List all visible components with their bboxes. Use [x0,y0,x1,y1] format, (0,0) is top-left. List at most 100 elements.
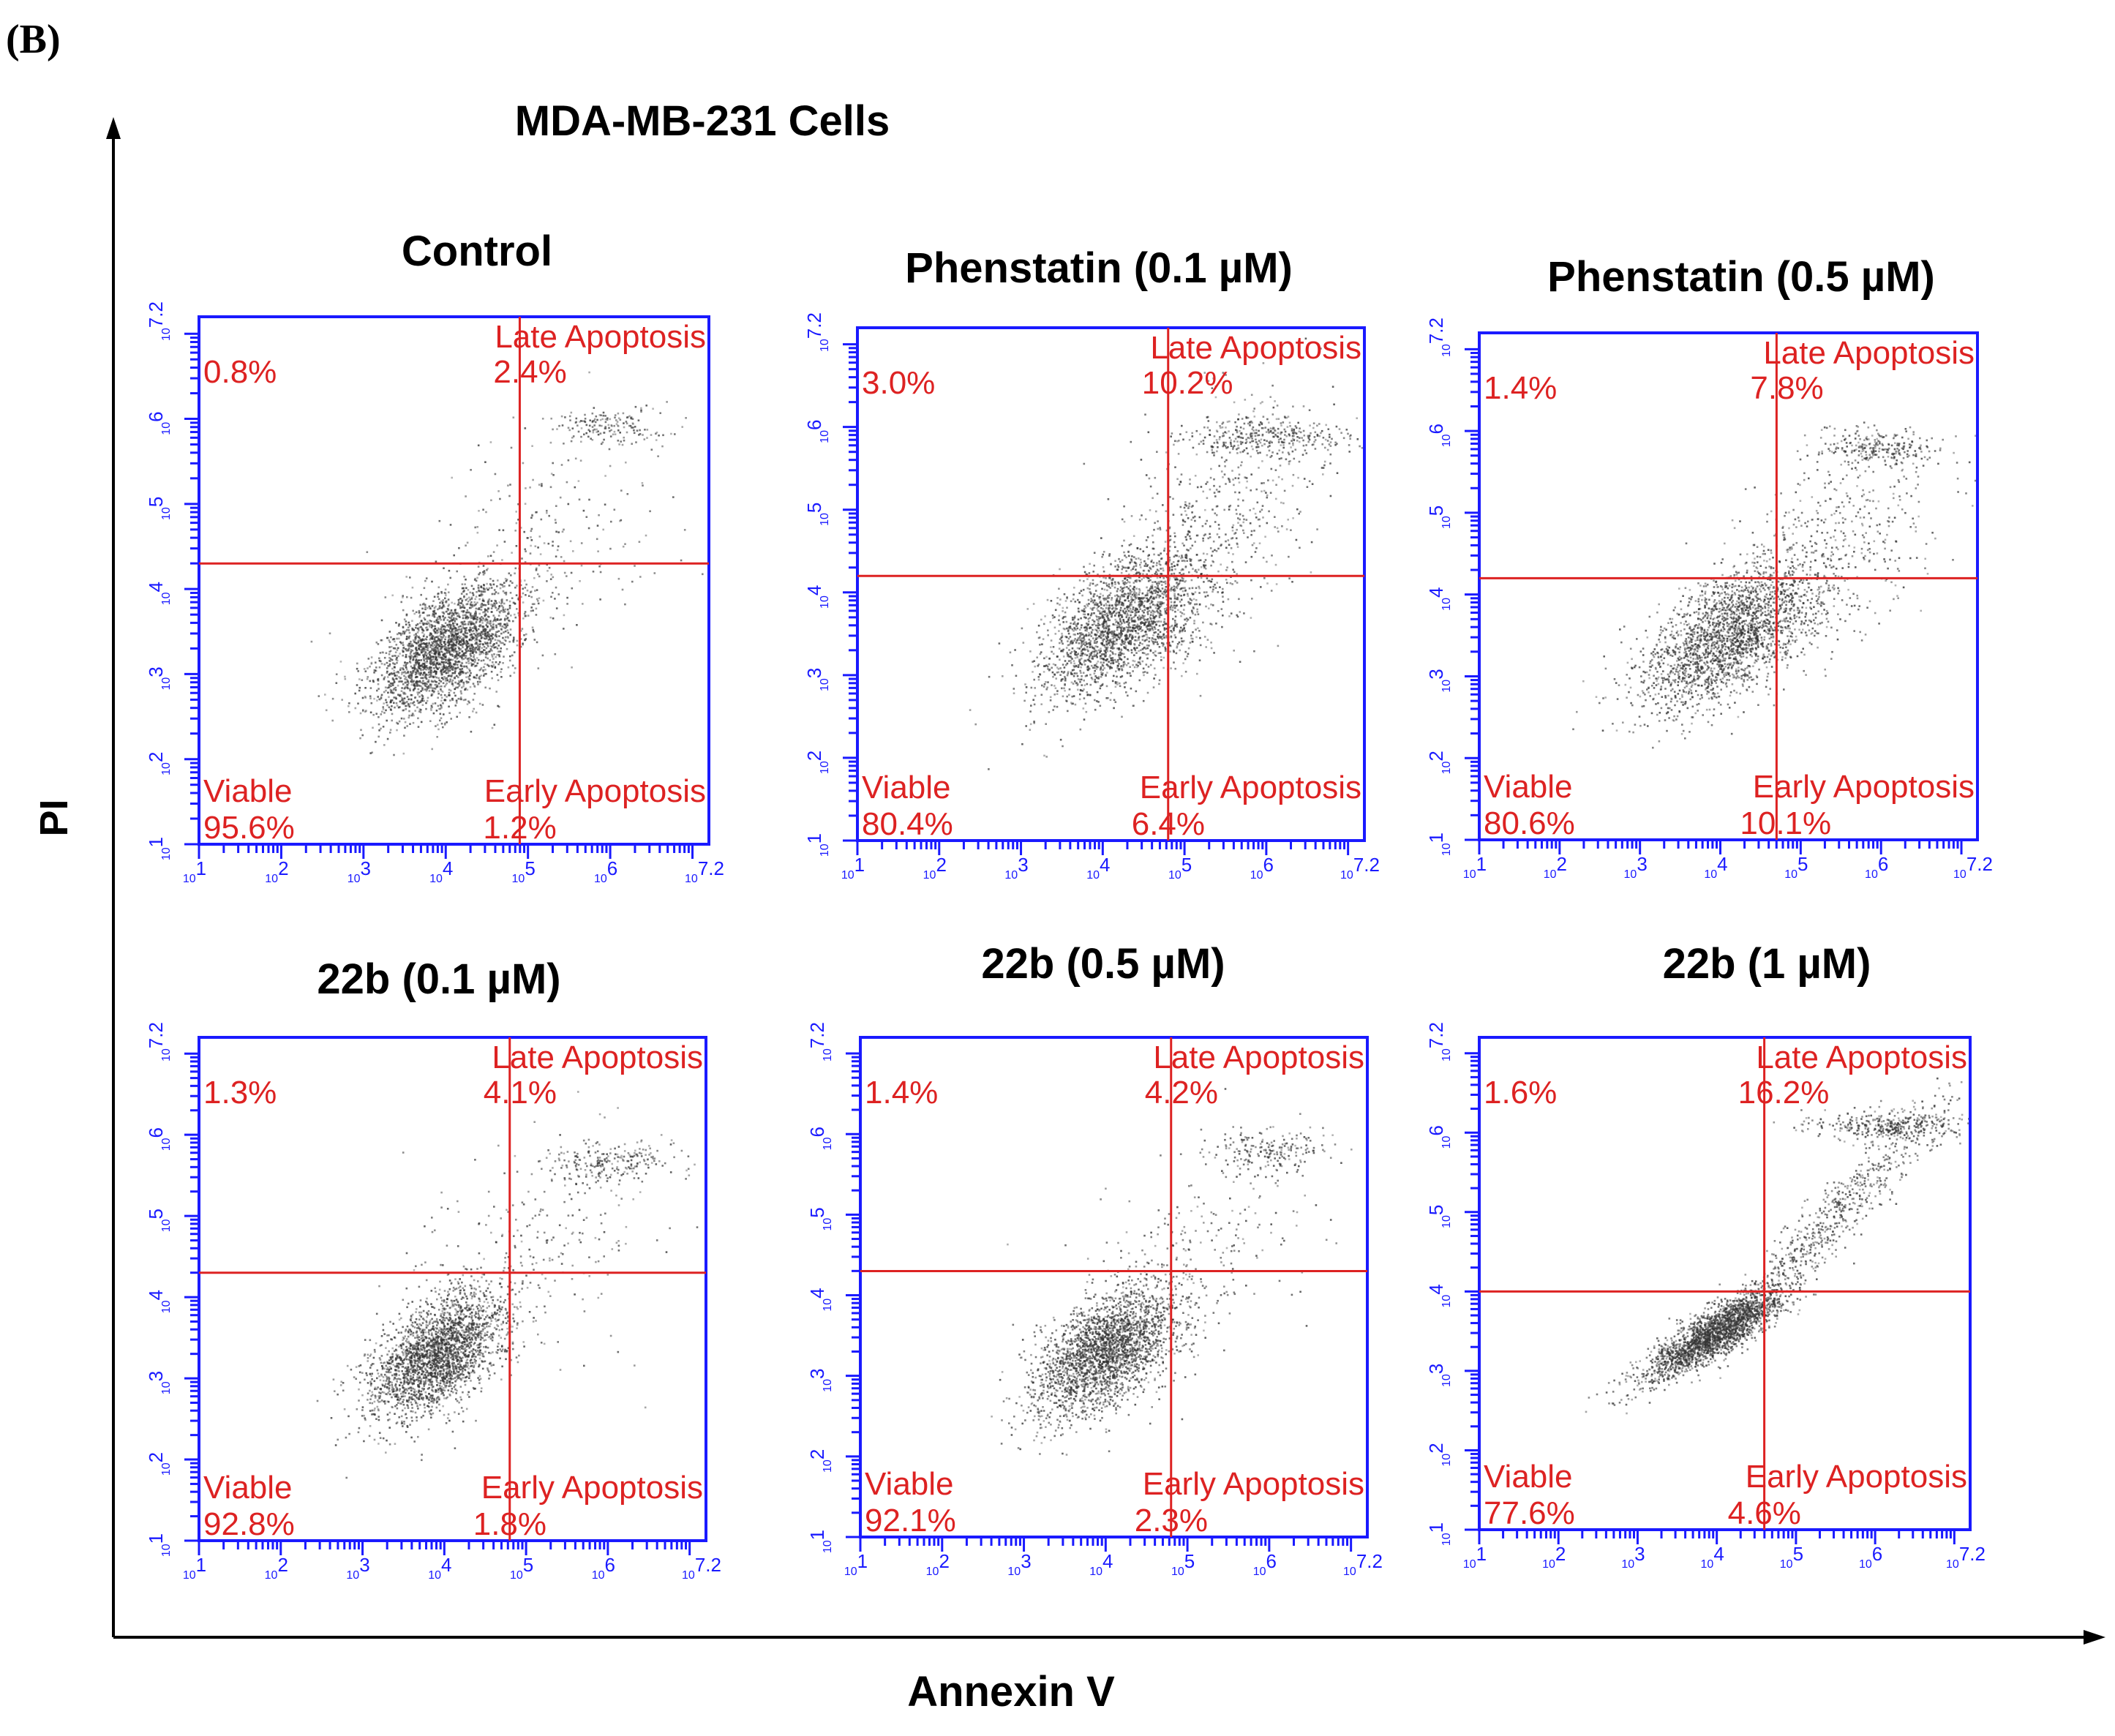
event-dot [335,682,338,684]
event-dot [435,710,438,712]
event-dot [1114,701,1117,703]
event-dot [462,590,465,593]
event-dot [406,595,408,598]
event-dot [441,629,443,631]
event-dot [446,682,448,685]
event-dot [497,705,500,708]
event-dot [592,571,595,573]
event-dot [478,632,481,634]
event-dot [1047,681,1049,683]
event-dot [1073,650,1076,653]
event-dot [1023,699,1026,702]
event-dot [1133,660,1136,663]
event-dot [435,639,437,642]
event-dot [1198,659,1201,661]
event-dot [1096,652,1099,655]
event-dot [441,624,443,626]
event-dot [1153,616,1155,618]
event-dot [537,546,539,549]
event-dot [1036,631,1038,634]
event-dot [1122,582,1125,585]
event-dot [1082,707,1085,710]
event-dot [1065,620,1068,623]
event-dot [442,682,445,685]
event-dot [457,686,459,689]
event-dot [417,641,420,643]
event-dot [439,641,441,643]
event-dot [435,683,437,686]
event-dot [440,600,443,603]
event-dot [380,619,383,622]
event-dot [429,656,432,658]
event-dot [449,524,452,526]
event-dot [606,418,609,421]
event-dot [471,606,473,608]
event-dot [1096,641,1098,643]
event-dot [446,629,448,631]
event-dot [484,663,487,665]
event-dot [444,670,447,672]
event-dot [1185,617,1188,620]
event-dot [1078,636,1081,639]
event-dot [448,664,451,666]
event-dot [623,426,626,429]
event-dot [1147,580,1150,582]
event-dot [391,667,394,670]
event-dot [1121,622,1123,625]
event-dot [472,650,475,653]
event-dot [1163,549,1165,552]
event-dot [442,625,444,628]
event-dot [492,658,495,660]
event-dot [1124,555,1126,557]
event-dot [1159,603,1161,606]
event-dot [1154,628,1157,631]
event-dot [497,630,500,633]
event-dot [412,702,414,704]
event-dot [524,579,526,582]
event-dot [1154,653,1156,656]
event-dot [1176,645,1179,647]
event-dot [459,625,462,628]
event-dot [458,628,460,631]
event-dot [498,605,501,607]
event-dot [1105,674,1107,676]
event-dot [458,649,461,651]
event-dot [430,620,432,623]
event-dot [1222,595,1224,598]
event-dot [1130,687,1132,690]
event-dot [390,699,392,702]
event-dot [502,662,504,664]
event-dot [416,683,418,685]
event-dot [1132,616,1135,618]
event-dot [388,650,391,653]
event-dot [383,677,386,680]
event-dot [421,694,423,696]
event-dot [1146,634,1148,636]
event-dot [481,647,483,649]
event-dot [438,615,440,618]
event-dot [516,585,518,587]
event-dot [397,680,400,683]
event-dot [1105,622,1108,624]
event-dot [413,686,416,688]
event-dot [433,620,436,623]
event-dot [447,666,449,669]
event-dot [494,616,496,619]
event-dot [373,697,375,700]
event-dot [1121,594,1123,596]
event-dot [462,699,465,702]
event-dot [1070,672,1072,675]
event-dot [1059,604,1061,606]
event-dot [421,664,424,666]
event-dot [1072,683,1075,685]
event-dot [1212,585,1214,588]
event-dot [479,632,482,635]
event-dot [423,663,425,665]
event-dot [1100,657,1103,660]
event-dot [470,623,473,626]
event-dot [451,646,453,649]
event-dot [470,617,473,620]
event-dot [1108,655,1111,658]
event-dot [510,615,512,617]
event-dot [617,417,620,419]
